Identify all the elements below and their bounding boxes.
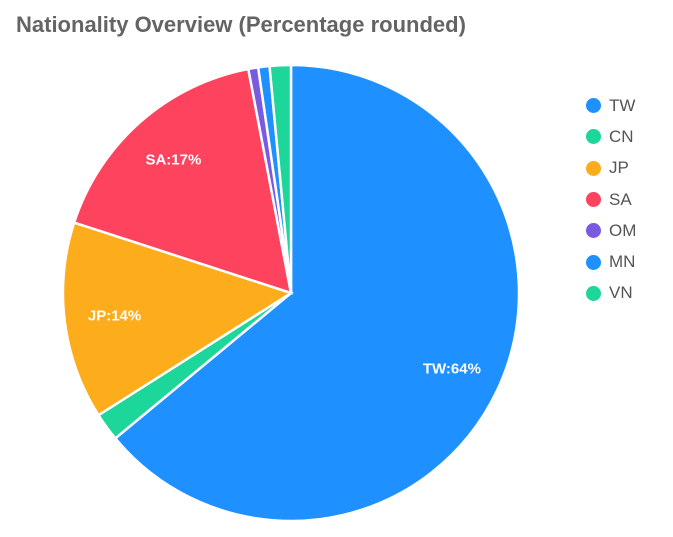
legend-label: OM	[609, 220, 637, 240]
legend-item-vn[interactable]: VN	[586, 278, 636, 309]
legend-label: CN	[609, 126, 634, 146]
data-label-jp: JP:14%	[88, 307, 141, 324]
legend-label: JP	[609, 158, 629, 178]
pie-slice-sa	[72, 67, 293, 295]
legend-label: TW	[609, 95, 636, 115]
legend-item-mn[interactable]: MN	[586, 246, 636, 277]
legend-item-sa[interactable]: SA	[586, 184, 636, 215]
legend-item-jp[interactable]: JP	[586, 153, 636, 184]
legend-label: MN	[609, 252, 636, 272]
legend-swatch	[586, 285, 601, 301]
legend-item-cn[interactable]: CN	[586, 121, 636, 152]
pie-slice-vn	[268, 63, 293, 294]
legend-label: VN	[609, 283, 633, 303]
legend-swatch	[586, 160, 601, 176]
legend-item-tw[interactable]: TW	[586, 90, 636, 121]
pie-slice-jp	[61, 220, 294, 417]
legend-swatch	[586, 192, 601, 208]
legend-swatch	[586, 98, 601, 114]
data-label-tw: TW:64%	[423, 361, 481, 378]
chart-legend: TW CN JP SA OM MN VN	[586, 90, 636, 309]
legend-swatch	[586, 129, 601, 145]
pie-slice-tw	[113, 63, 521, 523]
chart-title: Nationality Overview (Percentage rounded…	[16, 12, 466, 37]
legend-swatch	[586, 254, 601, 270]
legend-label: SA	[609, 189, 632, 209]
legend-swatch	[586, 223, 601, 239]
data-label-sa: SA:17%	[145, 152, 201, 169]
legend-item-om[interactable]: OM	[586, 215, 636, 246]
